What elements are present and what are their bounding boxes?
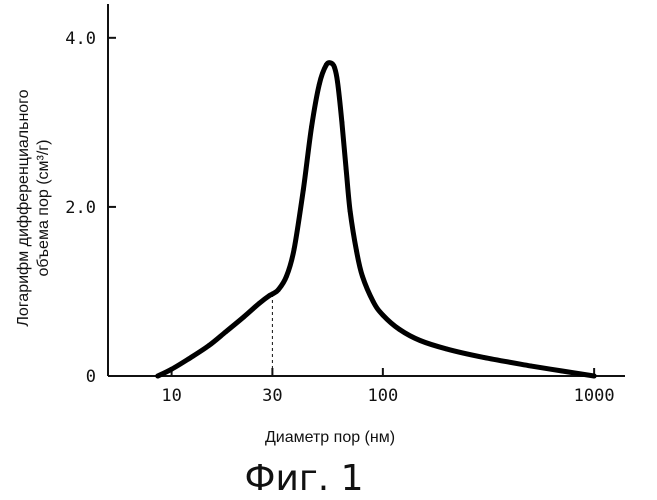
data-point: [371, 299, 376, 304]
series-points: [155, 61, 596, 379]
x-tick-label: 30: [262, 386, 282, 406]
figure-caption: Фиг. 1: [244, 458, 363, 499]
y-tick-label: 0: [86, 367, 96, 387]
x-ticks: 10 30 100 1000: [161, 368, 614, 406]
data-point: [223, 330, 228, 335]
data-point: [348, 209, 353, 214]
y-tick-label: 2.0: [65, 198, 96, 218]
data-point: [559, 369, 564, 374]
data-point: [481, 355, 486, 360]
data-point: [242, 314, 247, 319]
data-point: [592, 374, 597, 379]
data-point: [155, 374, 160, 379]
data-point: [206, 343, 211, 348]
data-point: [360, 274, 365, 279]
data-point: [276, 287, 281, 292]
data-point: [332, 65, 337, 70]
data-point: [257, 301, 262, 306]
x-axis-title: Диаметр пор (нм): [265, 429, 395, 446]
y-axis-title-line2: объема пор (см³/г): [35, 140, 52, 277]
y-axis-title-line1: Логарифм дифференциального: [15, 89, 32, 326]
data-point: [324, 62, 329, 67]
x-tick-label: 10: [161, 386, 181, 406]
data-point: [186, 357, 191, 362]
data-point: [380, 313, 385, 318]
data-point: [270, 292, 275, 297]
data-point: [284, 274, 289, 279]
data-point: [397, 327, 402, 332]
data-point: [340, 120, 345, 125]
x-tick-label: 100: [368, 386, 399, 406]
data-point: [444, 347, 449, 352]
series-line: [158, 63, 594, 376]
x-tick-label: 1000: [574, 386, 615, 406]
y-tick-label: 4.0: [65, 29, 96, 49]
data-point: [335, 79, 340, 84]
data-point: [418, 338, 423, 343]
data-point: [354, 248, 359, 253]
data-point: [169, 367, 174, 372]
data-point: [344, 166, 349, 171]
axes: [108, 4, 625, 376]
data-point: [317, 82, 322, 87]
data-point: [329, 61, 334, 66]
data-point: [301, 188, 306, 193]
data-point: [292, 247, 297, 252]
data-point: [309, 124, 314, 129]
data-point: [528, 363, 533, 368]
